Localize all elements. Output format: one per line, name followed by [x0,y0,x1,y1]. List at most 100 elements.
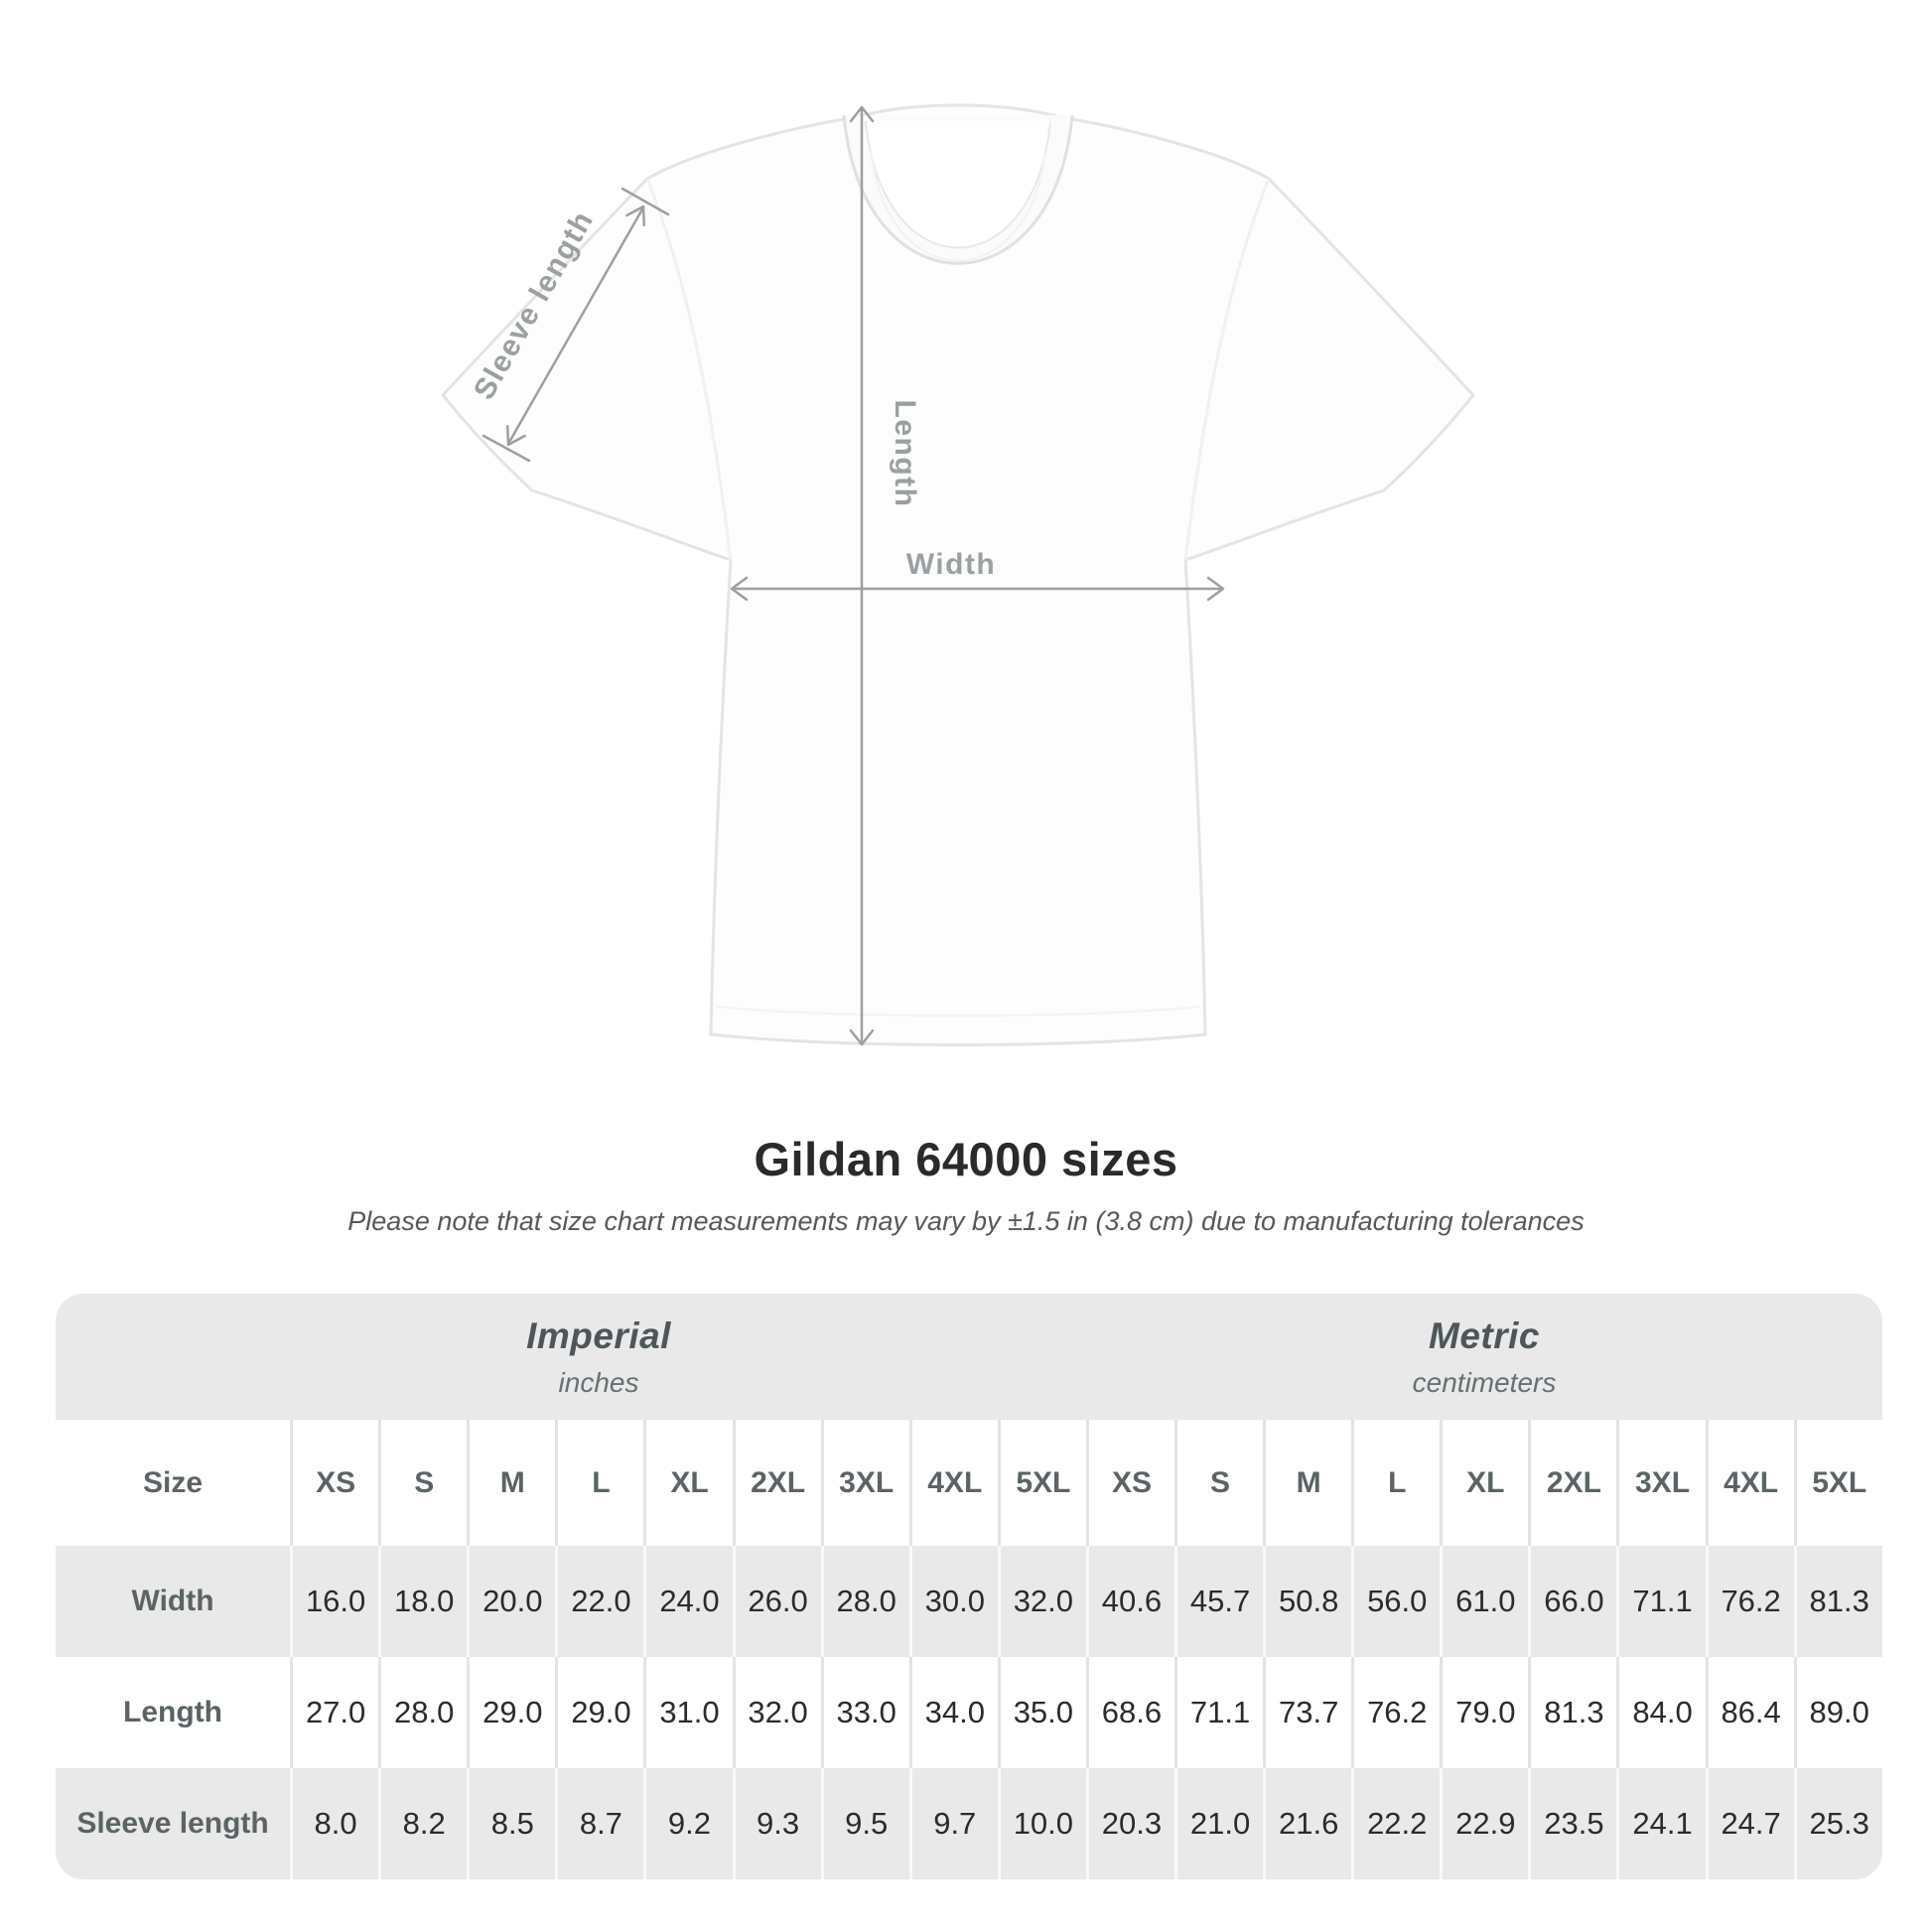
measurement-cell: 76.2 [1705,1546,1794,1657]
imperial-group-unit: inches [558,1366,639,1398]
measurement-cell: 31.0 [643,1657,732,1768]
measurement-cell: 30.0 [908,1546,998,1657]
measurement-cell: 8.5 [467,1768,555,1879]
measurement-cell: 71.1 [1616,1546,1705,1657]
measurement-cell: 45.7 [1174,1546,1263,1657]
size-col-header: 5XL [1793,1420,1882,1546]
tshirt-graphic [441,103,1475,1046]
size-col-header: 2XL [1528,1420,1616,1546]
tshirt-diagram: Length Width Sleeve length [441,103,1475,1046]
size-table: Imperial inches Metric centimeters Size X… [56,1294,1882,1879]
measurement-cell: 22.0 [555,1546,643,1657]
metric-group-unit: centimeters [1412,1366,1557,1398]
measurement-cell: 40.6 [1085,1546,1174,1657]
measurement-row-label: Sleeve length [76,1807,269,1840]
size-col-header: XL [1440,1420,1528,1546]
width-dimension-arrow [730,576,1225,602]
measurement-cell: 84.0 [1616,1657,1705,1768]
measurement-row-label: Length [123,1696,223,1728]
title-block: Gildan 64000 sizes Please note that size… [0,1132,1932,1237]
metric-group-header: Metric centimeters [1086,1294,1882,1420]
measurement-cell: 68.6 [1085,1657,1174,1768]
measurement-cell: 29.0 [467,1657,555,1768]
measurement-cell: 21.6 [1263,1768,1351,1879]
size-col-header: S [378,1420,467,1546]
measurement-cell: 71.1 [1174,1657,1263,1768]
imperial-group-name: Imperial [526,1314,671,1356]
tolerance-note: Please note that size chart measurements… [347,1206,1585,1236]
size-col-header: L [1351,1420,1440,1546]
measurement-cell: 28.0 [820,1546,909,1657]
measurement-cell: 61.0 [1440,1546,1528,1657]
measurement-cell: 76.2 [1351,1657,1440,1768]
sleeve-length-dimension-arrow [482,187,670,463]
measurement-cell: 23.5 [1528,1768,1616,1879]
measurement-cell: 24.1 [1616,1768,1705,1879]
measurement-cell: 66.0 [1528,1546,1616,1657]
size-row-label: Size [143,1465,204,1499]
measurement-cell: 8.0 [290,1768,378,1879]
measurement-cell: 26.0 [732,1546,821,1657]
measurement-cell: 9.7 [908,1768,998,1879]
size-col-header: S [1174,1420,1263,1546]
measurement-cell: 21.0 [1174,1768,1263,1879]
size-col-header: 3XL [1616,1420,1705,1546]
measurement-cell: 24.0 [643,1546,732,1657]
size-col-header: M [467,1420,555,1546]
table-row: Sleeve length 8.0 8.2 8.5 8.7 9.2 9.3 9.5 9.7 10.… [56,1768,1882,1879]
measurement-cell: 50.8 [1263,1546,1351,1657]
measurement-cell: 25.3 [1793,1768,1882,1879]
metric-group-name: Metric [1429,1314,1540,1356]
width-dimension-label: Width [906,548,997,581]
measurement-cell: 9.3 [732,1768,821,1879]
measurement-cell: 28.0 [378,1657,467,1768]
measurement-cell: 86.4 [1705,1657,1794,1768]
size-col-header: XS [1085,1420,1174,1546]
measurement-cell: 16.0 [290,1546,378,1657]
length-dimension-label: Length [889,400,921,508]
length-dimension-arrow [849,105,875,1046]
measurement-cell: 33.0 [820,1657,909,1768]
size-table-body: Size XS S M L XL 2XL 3XL 4XL 5XL XS S M L XL 2XL 3XL 4XL 5… [56,1420,1882,1879]
measurement-cell: 81.3 [1793,1546,1882,1657]
table-row: Size XS S M L XL 2XL 3XL 4XL 5XL XS S M L XL 2XL 3XL 4XL 5… [56,1420,1882,1546]
measurement-cell: 32.0 [732,1657,821,1768]
measurement-cell: 20.3 [1085,1768,1174,1879]
measurement-cell: 27.0 [290,1657,378,1768]
measurement-row-label: Width [131,1585,214,1617]
measurement-cell: 24.7 [1705,1768,1794,1879]
measurement-cell: 89.0 [1793,1657,1882,1768]
measurement-cell: 34.0 [908,1657,998,1768]
measurement-cell: 22.2 [1351,1768,1440,1879]
size-col-header: XS [290,1420,378,1546]
measurement-cell: 35.0 [997,1657,1086,1768]
measurement-cell: 56.0 [1351,1546,1440,1657]
measurement-cell: 81.3 [1528,1657,1616,1768]
measurement-cell: 8.2 [378,1768,467,1879]
measurement-cell: 79.0 [1440,1657,1528,1768]
measurement-cell: 9.5 [820,1768,909,1879]
size-col-header: XL [643,1420,732,1546]
measurement-cell: 32.0 [997,1546,1086,1657]
size-col-header: 4XL [1705,1420,1794,1546]
unit-group-header-row: Imperial inches Metric centimeters [56,1294,1882,1420]
table-row: Length 27.0 28.0 29.0 29.0 31.0 32.0 33.0 34.0 35… [56,1657,1882,1768]
size-col-header: 4XL [908,1420,998,1546]
measurement-cell: 73.7 [1263,1657,1351,1768]
size-col-header: L [555,1420,643,1546]
size-col-header: 5XL [997,1420,1086,1546]
size-col-header: 2XL [732,1420,821,1546]
measurement-cell: 8.7 [555,1768,643,1879]
measurement-cell: 29.0 [555,1657,643,1768]
imperial-group-header: Imperial inches [56,1294,1086,1420]
measurement-cell: 20.0 [467,1546,555,1657]
table-row: Width 16.0 18.0 20.0 22.0 24.0 26.0 28.0 30.0 32.… [56,1546,1882,1657]
tshirt-illustration: Length Width Sleeve length [441,103,1475,1046]
size-col-header: 3XL [820,1420,909,1546]
measurement-cell: 10.0 [997,1768,1086,1879]
measurement-cell: 9.2 [643,1768,732,1879]
measurement-cell: 22.9 [1440,1768,1528,1879]
size-col-header: M [1263,1420,1351,1546]
page-title: Gildan 64000 sizes [754,1133,1178,1185]
measurement-cell: 18.0 [378,1546,467,1657]
